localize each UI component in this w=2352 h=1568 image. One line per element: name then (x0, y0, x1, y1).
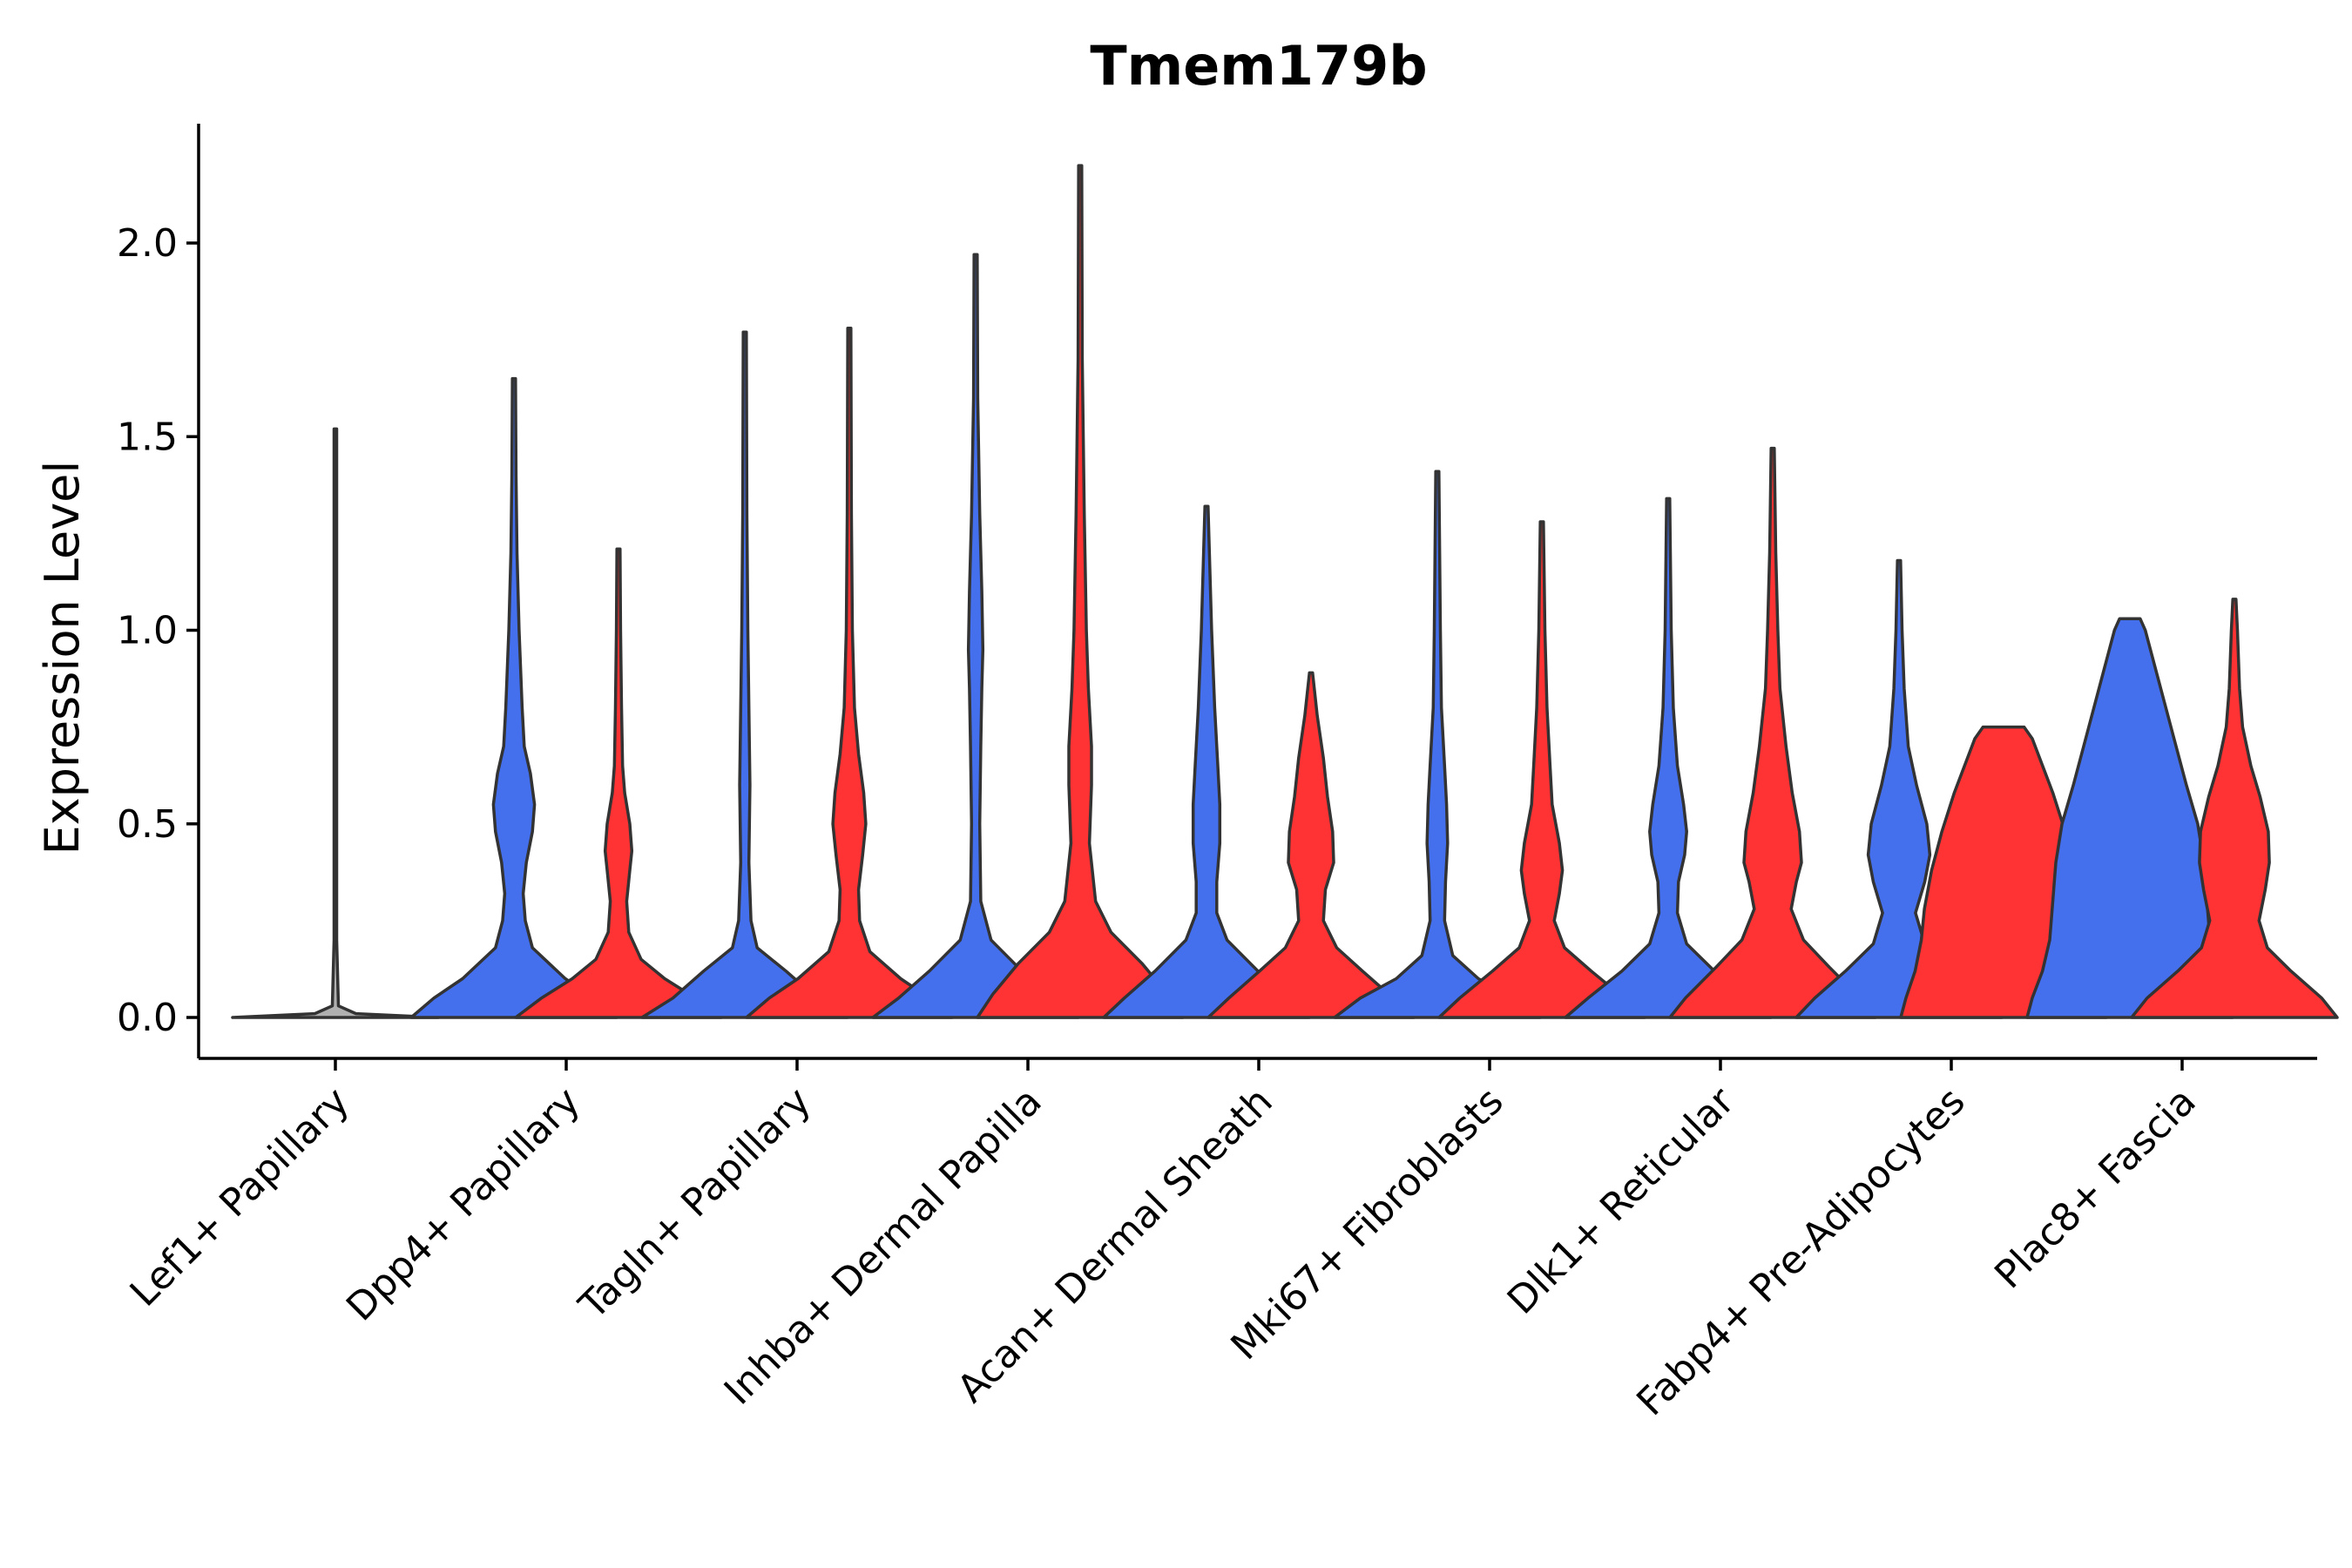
violin-mki67-fibroblasts-red (1437, 520, 1646, 1019)
y-tick-label: 0.0 (117, 996, 178, 1040)
violin-lef1-papillary-single (231, 427, 440, 1019)
violin-inhba-dermal-papilla-red (976, 164, 1185, 1019)
x-tick-label-plac8-fascia: Plac8+ Fascia (1986, 1079, 2205, 1298)
violins-group (231, 164, 2339, 1019)
violin-dpp4-papillary-red (514, 547, 723, 1019)
violin-acan-dermal-sheath-red (1206, 671, 1416, 1019)
violin-dlk1-reticular-red (1668, 446, 1877, 1019)
y-axis-label: Expression Level (35, 461, 90, 855)
y-tick-label: 2.0 (117, 221, 178, 266)
violin-acan-dermal-sheath-blue (1102, 504, 1311, 1019)
violin-tagln-papillary-blue (640, 330, 849, 1019)
violin-dpp4-papillary-blue (409, 376, 618, 1019)
y-tick-label: 1.5 (117, 415, 178, 459)
x-tick-label-dlk1-reticular: Dlk1+ Reticular (1499, 1078, 1744, 1323)
y-axis-ticks: 0.0 0.5 1.0 1.5 2.0 (117, 221, 199, 1040)
violin-tagln-papillary-red (745, 327, 954, 1019)
x-tick-label-lef1-papillary: Lef1+ Papillary (122, 1079, 358, 1315)
y-tick-label: 0.5 (117, 802, 178, 847)
violin-plac8-fascia-red (2130, 598, 2339, 1019)
chart-title: Tmem179b (1090, 34, 1427, 98)
y-tick-label: 1.0 (117, 609, 178, 653)
violin-inhba-dermal-papilla-blue (871, 253, 1080, 1019)
violin-dlk1-reticular-blue (1564, 497, 1773, 1019)
x-tick-label-tagln-papillary: Tagln+ Papillary (571, 1079, 820, 1328)
x-tick-label-dpp4-papillary: Dpp4+ Papillary (338, 1079, 589, 1330)
violin-mki67-fibroblasts-blue (1333, 470, 1542, 1019)
